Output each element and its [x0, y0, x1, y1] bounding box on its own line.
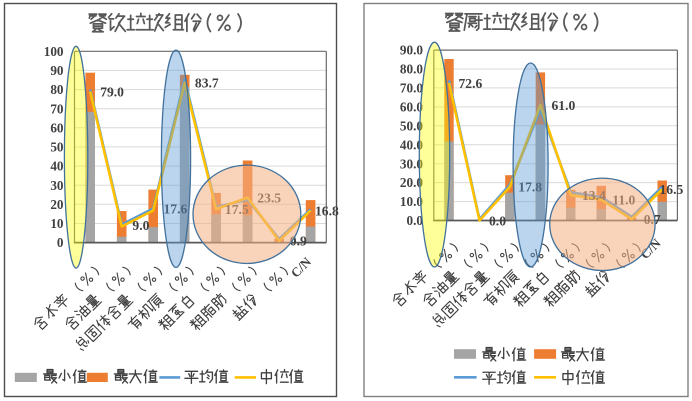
svg-text:17.6: 17.6: [164, 202, 188, 217]
svg-text:9.0: 9.0: [132, 218, 149, 233]
svg-text:90.0: 90.0: [400, 43, 423, 58]
svg-text:10: 10: [50, 216, 64, 231]
svg-text:70: 70: [50, 101, 64, 116]
svg-text:40: 40: [50, 159, 64, 174]
svg-text:60: 60: [50, 120, 64, 135]
svg-text:0: 0: [57, 235, 64, 250]
svg-text:61.0: 61.0: [552, 98, 576, 113]
svg-text:100: 100: [44, 44, 64, 59]
svg-text:72.6: 72.6: [459, 76, 483, 91]
svg-text:50: 50: [50, 140, 64, 155]
svg-text:90: 90: [50, 63, 64, 78]
svg-text:80: 80: [50, 82, 64, 97]
svg-text:20: 20: [50, 197, 64, 212]
svg-text:79.0: 79.0: [100, 84, 124, 99]
svg-text:30: 30: [50, 178, 64, 193]
svg-text:0.0: 0.0: [407, 213, 424, 228]
svg-text:83.7: 83.7: [195, 75, 219, 90]
svg-text:40.0: 40.0: [400, 137, 423, 152]
svg-text:50.0: 50.0: [400, 118, 423, 133]
svg-text:16.8: 16.8: [315, 203, 339, 218]
svg-text:10.0: 10.0: [400, 194, 423, 209]
svg-text:60.0: 60.0: [400, 100, 423, 115]
svg-text:30.0: 30.0: [400, 156, 423, 171]
svg-text:70.0: 70.0: [400, 81, 423, 96]
svg-text:17.8: 17.8: [518, 180, 542, 195]
svg-text:0.0: 0.0: [489, 213, 506, 228]
svg-text:20.0: 20.0: [400, 175, 423, 190]
svg-text:16.5: 16.5: [660, 182, 684, 197]
svg-text:80.0: 80.0: [400, 62, 423, 77]
